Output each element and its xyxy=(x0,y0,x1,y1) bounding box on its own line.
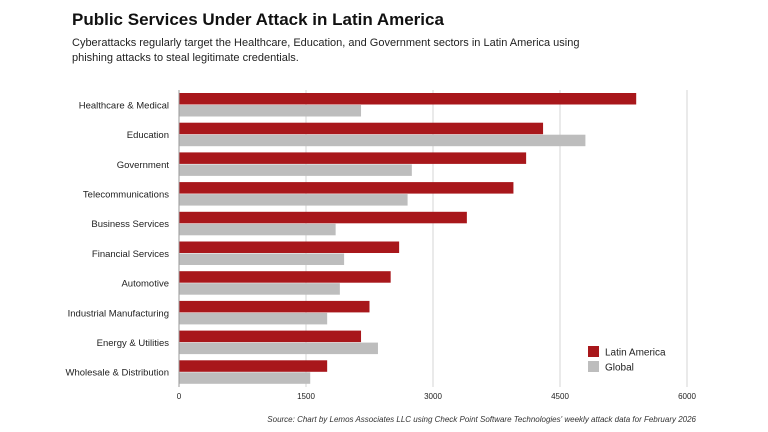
category-label: Business Services xyxy=(91,219,169,230)
bar-global xyxy=(179,134,586,147)
legend: Latin America Global xyxy=(588,346,666,374)
bar-global xyxy=(179,283,340,295)
chart-subtitle: Cyberattacks regularly target the Health… xyxy=(72,37,580,64)
category-label: Government xyxy=(117,160,170,171)
x-tick-label: 4500 xyxy=(551,392,569,401)
category-label: Energy & Utilities xyxy=(97,338,170,349)
bar-global xyxy=(179,164,412,176)
bar-latin-america xyxy=(179,211,467,224)
x-tick-label: 0 xyxy=(177,392,182,401)
category-label: Industrial Manufacturing xyxy=(68,308,169,319)
legend-label: Latin America xyxy=(605,348,666,359)
grid-lines xyxy=(305,90,688,387)
category-label: Automotive xyxy=(121,279,169,290)
bar-global xyxy=(179,223,336,236)
axes: 0 1500 3000 4500 6000 Healthcare & Medical Edu… xyxy=(66,90,696,401)
bar-latin-america xyxy=(179,271,391,283)
category-label: Education xyxy=(127,130,169,141)
category-label: Healthcare & Medical xyxy=(79,100,169,111)
bar-latin-america xyxy=(179,300,370,313)
bar-global xyxy=(179,372,311,384)
x-tick-label: 3000 xyxy=(424,392,442,401)
bar-latin-america xyxy=(179,182,514,194)
bar-latin-america xyxy=(179,360,328,372)
category-label: Wholesale & Distribution xyxy=(66,368,170,379)
bar-global xyxy=(179,342,378,355)
bars xyxy=(179,93,637,384)
bar-latin-america xyxy=(179,152,527,164)
bar-global xyxy=(179,194,408,206)
bar-latin-america xyxy=(179,93,637,105)
bar-latin-america xyxy=(179,330,362,343)
category-label: Telecommunications xyxy=(83,189,169,200)
x-tick-label: 6000 xyxy=(678,392,696,401)
bar-global xyxy=(179,105,362,117)
legend-label: Global xyxy=(605,363,634,374)
x-tick-label: 1500 xyxy=(297,392,315,401)
bar-latin-america xyxy=(179,122,544,135)
category-label: Financial Services xyxy=(92,249,169,260)
legend-swatch xyxy=(588,346,599,357)
source-note: Source: Chart by Lemos Associates LLC us… xyxy=(267,415,696,424)
bar-global xyxy=(179,312,328,325)
bar-latin-america xyxy=(179,241,400,253)
chart-title: Public Services Under Attack in Latin Am… xyxy=(72,10,444,29)
legend-swatch xyxy=(588,361,599,372)
bar-global xyxy=(179,253,345,265)
